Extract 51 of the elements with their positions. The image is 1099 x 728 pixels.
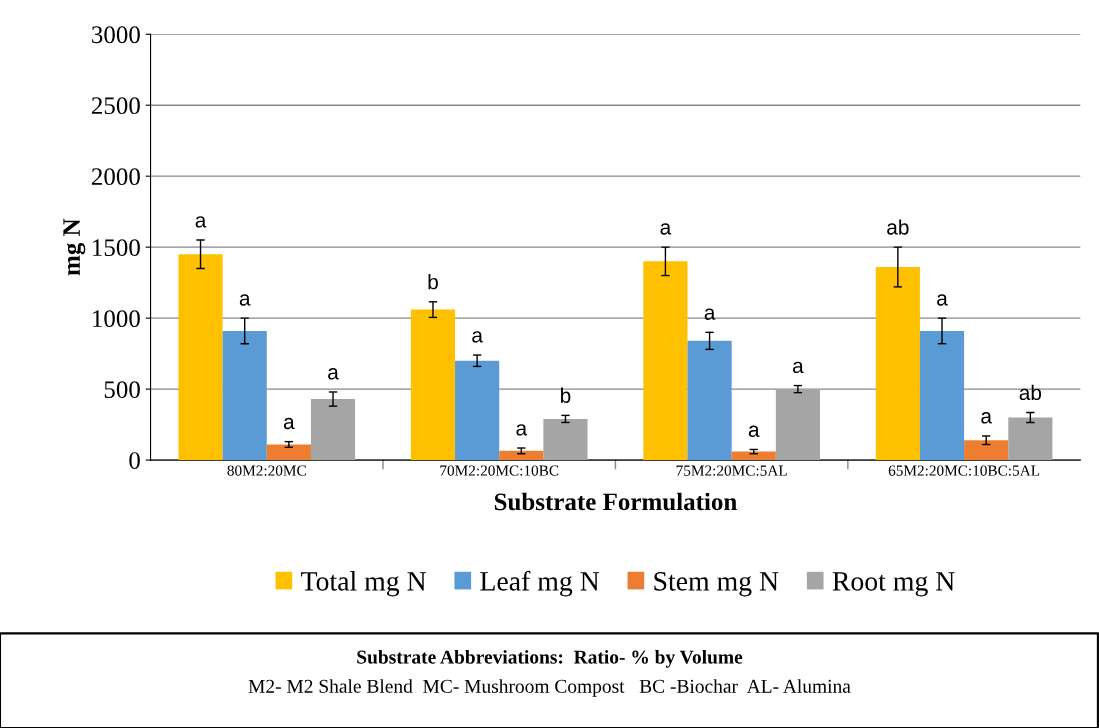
bar [266,444,311,461]
text: M2- M2 Shale Blend MC- Mushroom Compost BC -Biochar AL- Alumina [248,679,851,697]
annotation: a [981,412,992,424]
annotation: ab [1019,384,1042,401]
y-tick-label: 0 [129,452,140,470]
bar [222,330,267,461]
annotation: ab [887,219,909,235]
annotation: a [748,425,760,437]
annotation: a [937,294,948,306]
text: Substrate Abbreviations: Ratio- % by Volume [357,650,743,668]
legend-label: Root mg N [832,572,955,597]
bar [543,418,588,461]
y-tick-label: 3000 [92,26,140,44]
bar [178,254,223,461]
annotation: b [561,387,571,403]
bar [455,360,500,461]
y-tick-label: 1500 [93,239,140,257]
legend-label: Total mg N [301,571,427,597]
x-tick-label: 70M2:20MC:10BC [440,465,559,476]
bar [310,399,356,461]
bar [964,440,1009,461]
annotation: a [516,424,528,436]
annotation: a [660,223,672,235]
y-tick-label: 1000 [93,310,140,328]
bar [499,450,544,461]
annotation: b [428,274,438,290]
legend-label: Leaf mg N [480,570,600,597]
annotation: a [239,294,251,306]
annotation: a [195,216,207,228]
annotation: a [793,361,804,374]
bar [775,389,820,461]
annotation: a [283,417,295,430]
y-tick-label: 2000 [91,168,140,186]
y-tick-label: 500 [104,381,140,399]
x-tick-label: 65M2:20MC:10BC:5AL [888,465,1040,476]
x-axis-title: Substrate Formulation [494,492,737,511]
bar [919,330,965,461]
annotation: a [472,331,483,343]
x-tick-label: 80M2:20MC [227,465,306,476]
bar [731,451,776,461]
bar [1008,417,1053,461]
bar [687,340,732,461]
y-axis-title: mg N [63,218,86,276]
annotation: a [328,368,339,380]
bar [643,261,688,461]
bar [410,309,456,461]
bar [875,267,920,461]
y-tick-label: 2500 [91,97,140,115]
x-tick-label: 75M2:20MC:5AL [676,465,787,476]
annotation: a [704,308,716,320]
legend-label: Stem mg N [654,571,779,597]
